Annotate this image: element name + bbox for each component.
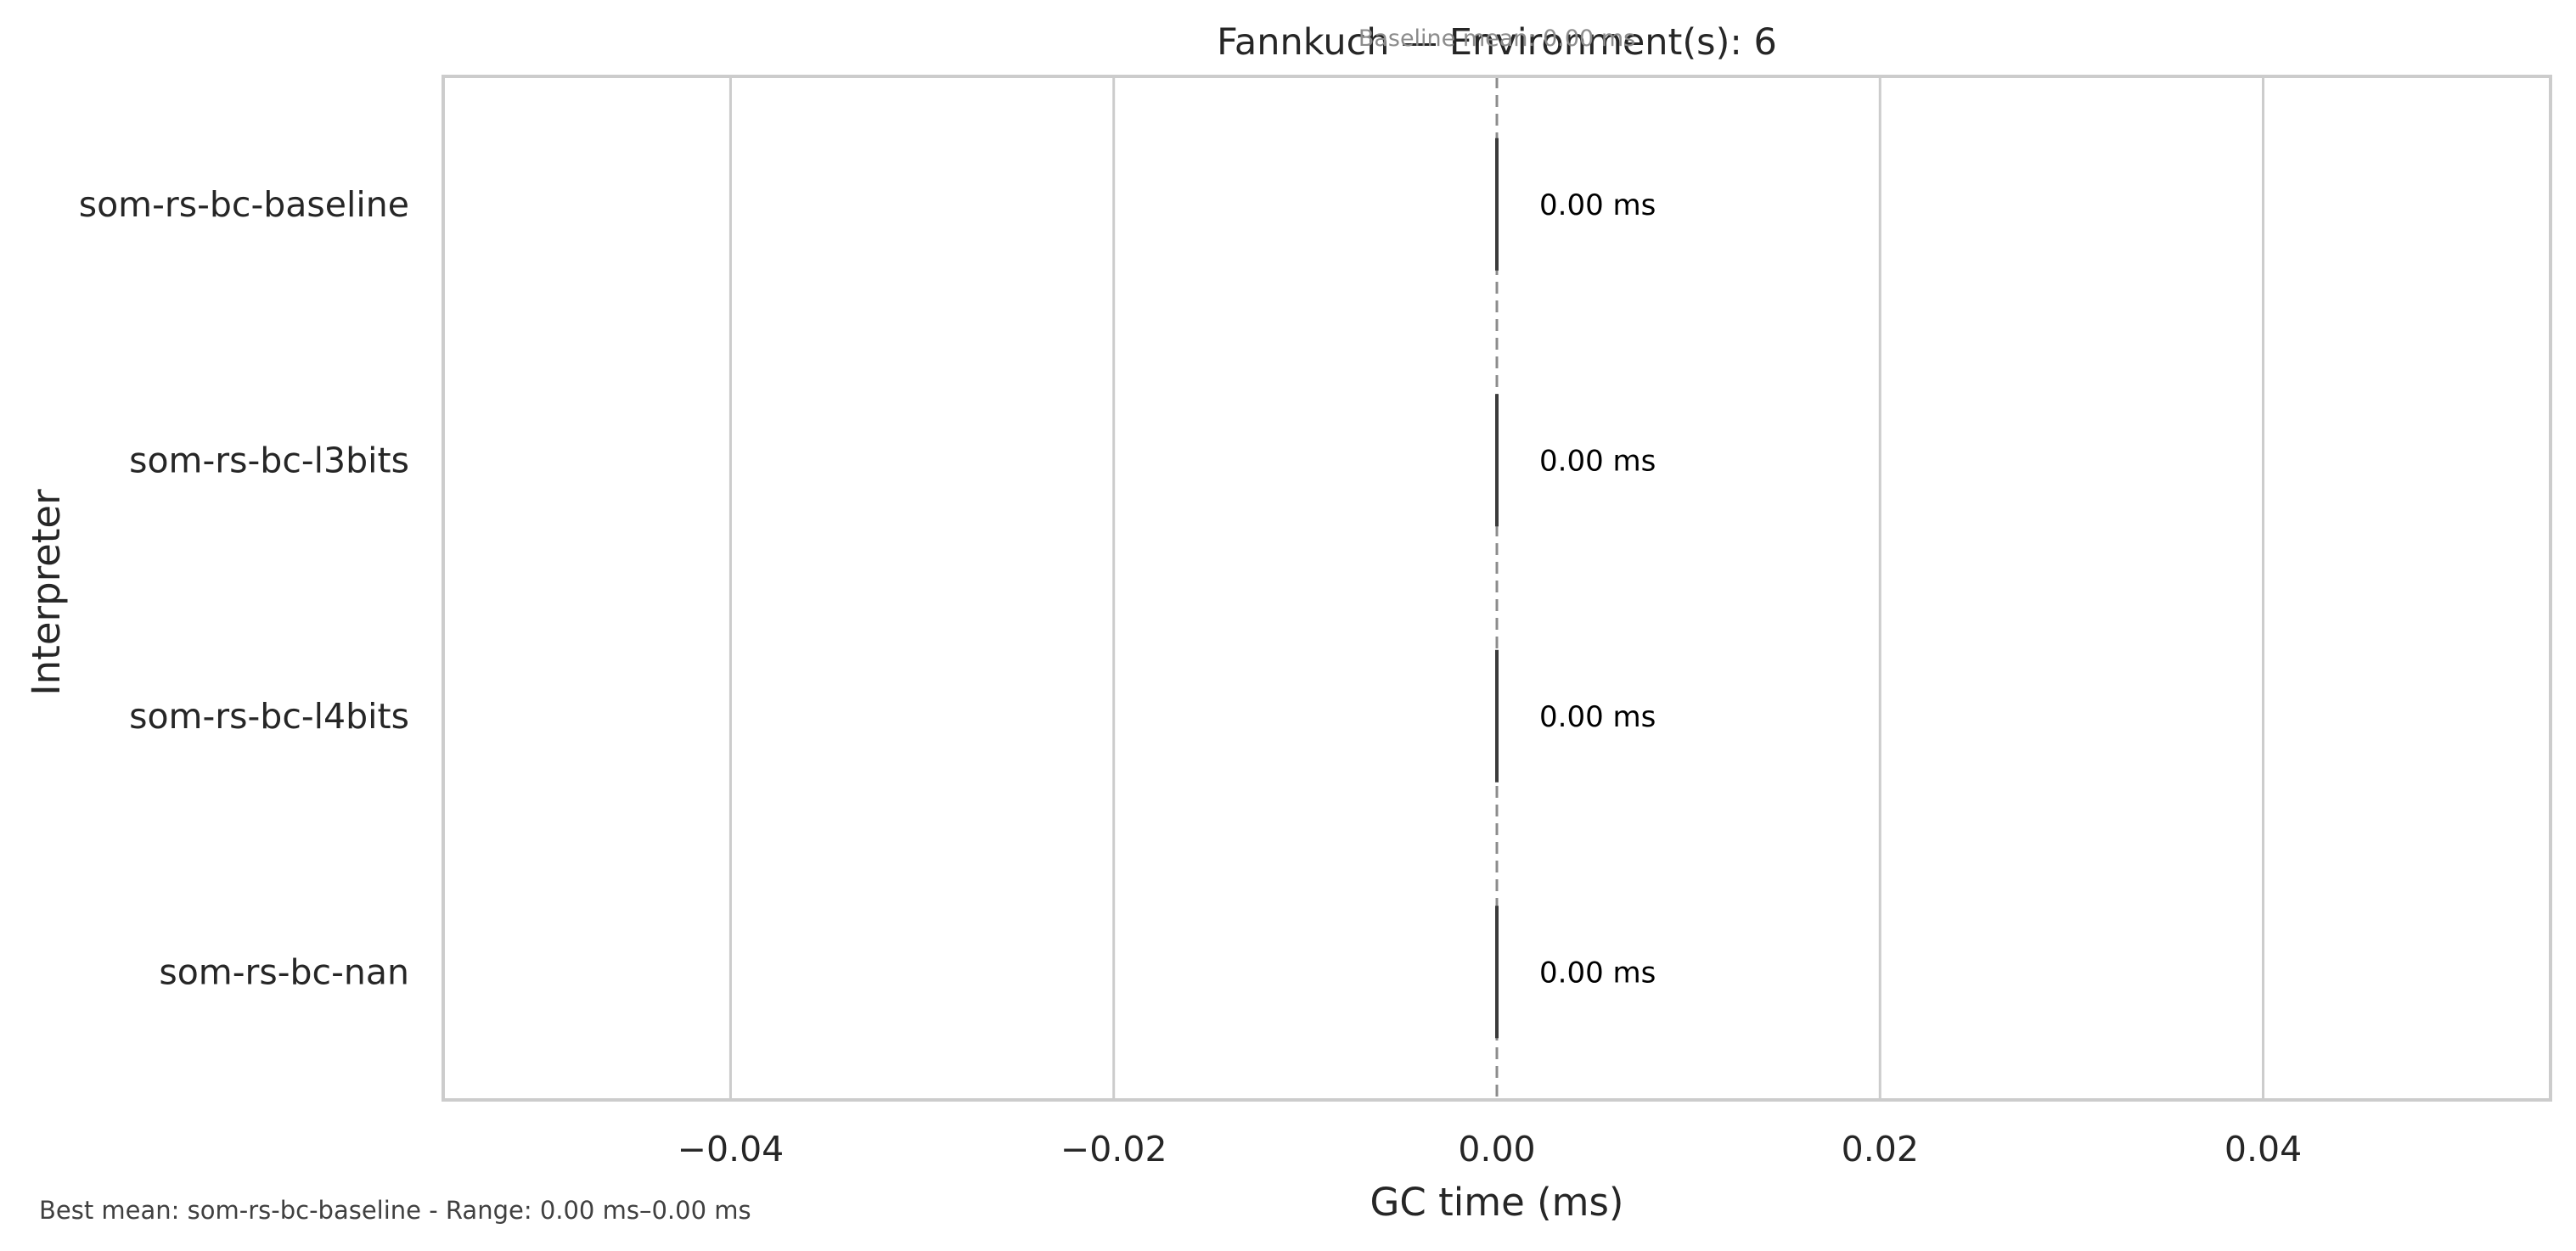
grid-lines bbox=[728, 76, 2265, 1100]
x-tick-label: −0.02 bbox=[1060, 1129, 1167, 1170]
y-tick-label: som-rs-bc-nan bbox=[159, 951, 409, 992]
value-label: 0.00 ms bbox=[1539, 188, 1656, 222]
x-tick-label: −0.04 bbox=[678, 1129, 785, 1170]
x-tick-label: 0.04 bbox=[2224, 1129, 2302, 1170]
y-axis-label: Interpreter bbox=[24, 489, 69, 696]
x-tick-label: 0.00 bbox=[1458, 1129, 1535, 1170]
footer-note: Best mean: som-rs-bc-baseline - Range: 0… bbox=[39, 1196, 751, 1225]
x-axis-ticks: −0.04 −0.02 0.00 0.02 0.04 bbox=[678, 1129, 2303, 1170]
baseline-mean-note: Baseline mean: 0.00 ms bbox=[1358, 25, 1635, 52]
y-axis-ticks: som-rs-bc-baseline som-rs-bc-l3bits som-rs… bbox=[79, 184, 409, 993]
y-tick-label: som-rs-bc-l3bits bbox=[129, 440, 409, 480]
chart-title: Fannkuch — Environment(s): 6 bbox=[1217, 21, 1777, 64]
value-labels: 0.00 ms 0.00 ms 0.00 ms 0.00 ms bbox=[1539, 188, 1656, 990]
y-tick-label: som-rs-bc-l4bits bbox=[129, 696, 409, 737]
y-tick-label: som-rs-bc-baseline bbox=[79, 184, 409, 225]
x-tick-label: 0.02 bbox=[1842, 1129, 1919, 1170]
x-axis-label: GC time (ms) bbox=[1370, 1180, 1624, 1225]
value-label: 0.00 ms bbox=[1539, 444, 1656, 478]
value-label: 0.00 ms bbox=[1539, 956, 1656, 990]
value-label: 0.00 ms bbox=[1539, 700, 1656, 734]
plot-frame bbox=[442, 75, 2552, 1102]
